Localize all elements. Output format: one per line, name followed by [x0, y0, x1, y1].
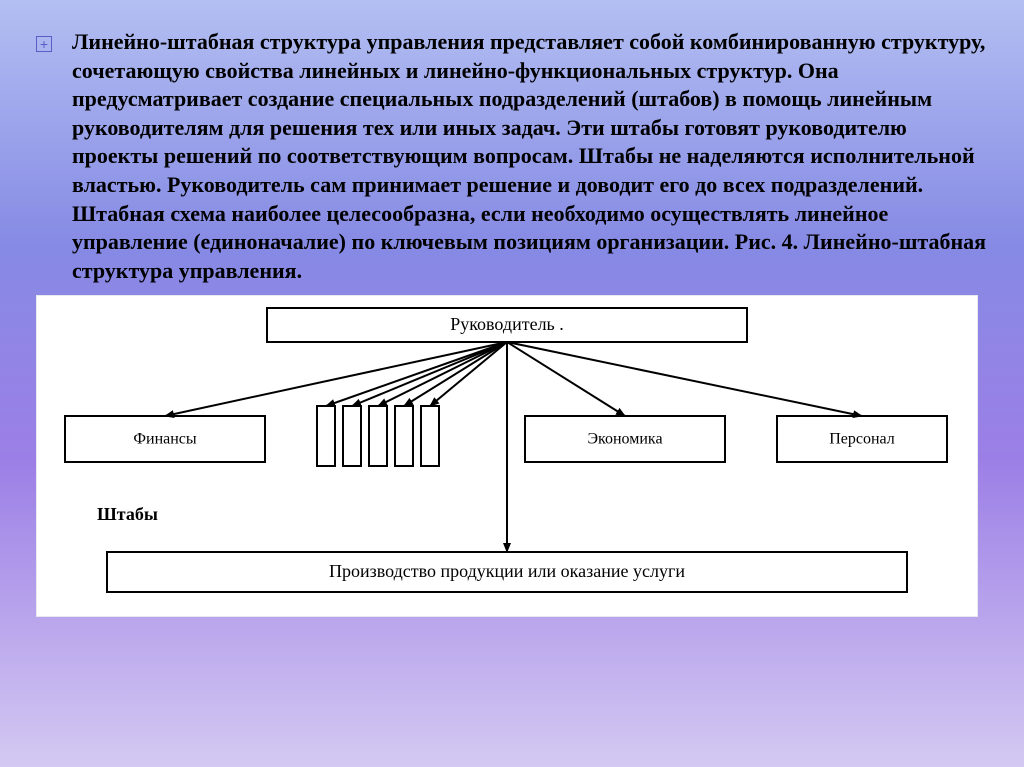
- node-finance-label: Финансы: [133, 431, 197, 448]
- bullet-plus-icon: +: [40, 37, 48, 51]
- edge: [326, 342, 507, 406]
- staff-label: Штабы: [97, 504, 158, 524]
- staff-bar: [421, 406, 439, 466]
- node-personnel-label: Персонал: [829, 431, 895, 448]
- node-root-label: Руководитель .: [450, 314, 564, 334]
- edge: [507, 342, 625, 416]
- org-chart-svg: Руководитель . Финансы Экономика Персонал Пр…: [37, 296, 977, 616]
- edge: [165, 342, 507, 416]
- edge: [507, 342, 862, 416]
- node-economy-label: Экономика: [587, 431, 662, 448]
- diagram-panel: Руководитель . Финансы Экономика Персонал Пр…: [36, 295, 978, 617]
- paragraph-text: Линейно-штабная структура управления пре…: [72, 28, 988, 285]
- slide: + Линейно-штабная структура управления п…: [0, 0, 1024, 767]
- staff-bar: [395, 406, 413, 466]
- bullet-row: + Линейно-штабная структура управления п…: [36, 28, 988, 285]
- node-production-label: Производство продукции или оказание услу…: [329, 561, 685, 581]
- staff-bar: [369, 406, 387, 466]
- bullet-square-icon: +: [36, 36, 52, 52]
- staff-bar: [317, 406, 335, 466]
- staff-bar: [343, 406, 361, 466]
- edge: [352, 342, 507, 406]
